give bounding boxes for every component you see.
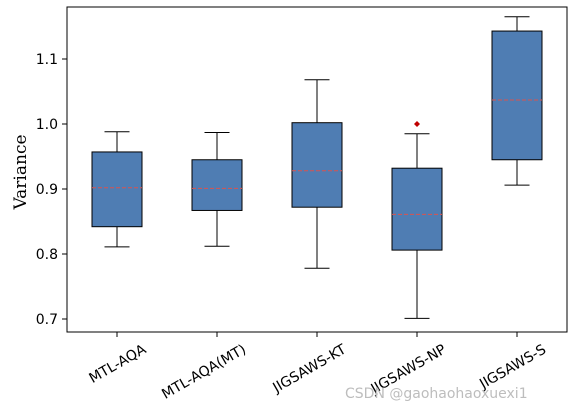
box — [491, 30, 543, 161]
box — [91, 151, 143, 228]
box — [291, 122, 343, 208]
box-group — [91, 131, 143, 248]
watermark: CSDN @gaohaohaoxuexi1 — [345, 386, 528, 402]
box — [191, 159, 243, 211]
y-tick-label: 0.7 — [36, 312, 58, 328]
y-axis-label: Variance — [11, 134, 31, 210]
box — [391, 167, 443, 251]
outlier-point — [414, 121, 420, 127]
y-tick-label: 0.8 — [36, 247, 58, 263]
box-group — [391, 121, 443, 319]
plot-frame — [66, 6, 568, 333]
y-tick-label: 0.9 — [36, 182, 58, 198]
y-tick-label: 1.1 — [36, 52, 58, 68]
box-group — [191, 131, 243, 247]
box-group — [491, 16, 543, 186]
y-axis: 0.7 0.8 0.9 1.0 1.1 — [36, 52, 67, 328]
plot-area — [91, 16, 543, 319]
box-group — [291, 79, 343, 269]
y-tick-label: 1.0 — [36, 117, 58, 133]
